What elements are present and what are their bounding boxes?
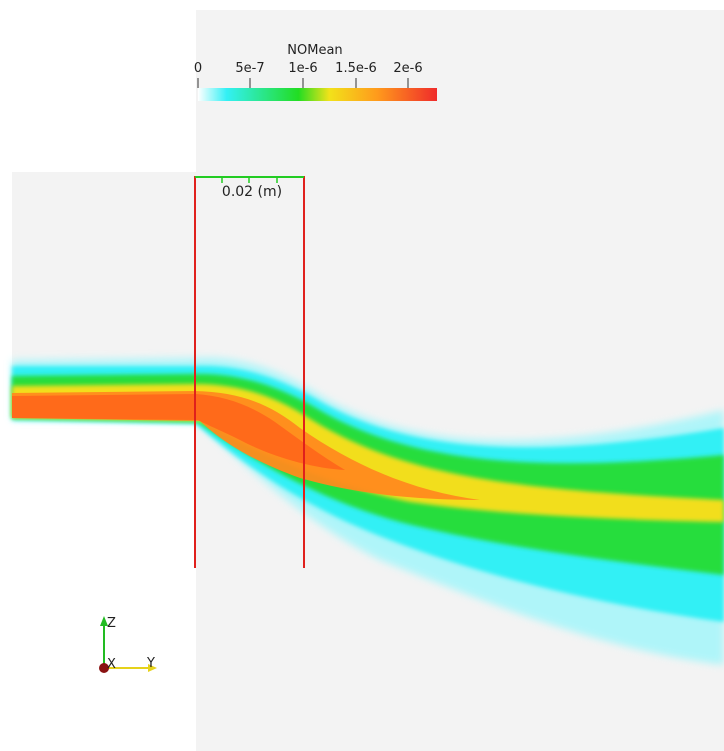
scale-bar-label: 0.02 (m): [222, 184, 282, 200]
color-legend-tick-label: 1e-6: [288, 61, 317, 76]
plume-core: [12, 394, 345, 470]
x-axis-dot-icon: [99, 663, 109, 673]
color-legend-tick-label: 1.5e-6: [335, 61, 377, 76]
z-axis-arrow-icon: [100, 616, 108, 626]
color-legend: NOMean 0 5e-7 1e-6 1.5e-6 2e-6: [194, 43, 437, 101]
axis-label-x: X: [107, 657, 116, 672]
color-legend-tick-label: 0: [194, 61, 202, 76]
scale-bar: 0.02 (m): [195, 176, 304, 200]
color-legend-title: NOMean: [287, 43, 342, 58]
color-legend-tick-label: 5e-7: [235, 61, 264, 76]
axis-label-z: Z: [107, 616, 116, 631]
color-legend-bar: [198, 88, 437, 101]
orientation-axes[interactable]: Z X Y: [99, 616, 157, 673]
color-legend-tick-label: 2e-6: [393, 61, 422, 76]
axis-label-y: Y: [146, 656, 155, 671]
y-axis-arrow-icon: [148, 664, 157, 672]
nomean-plume: [12, 357, 724, 665]
probe-box: [194, 176, 305, 568]
